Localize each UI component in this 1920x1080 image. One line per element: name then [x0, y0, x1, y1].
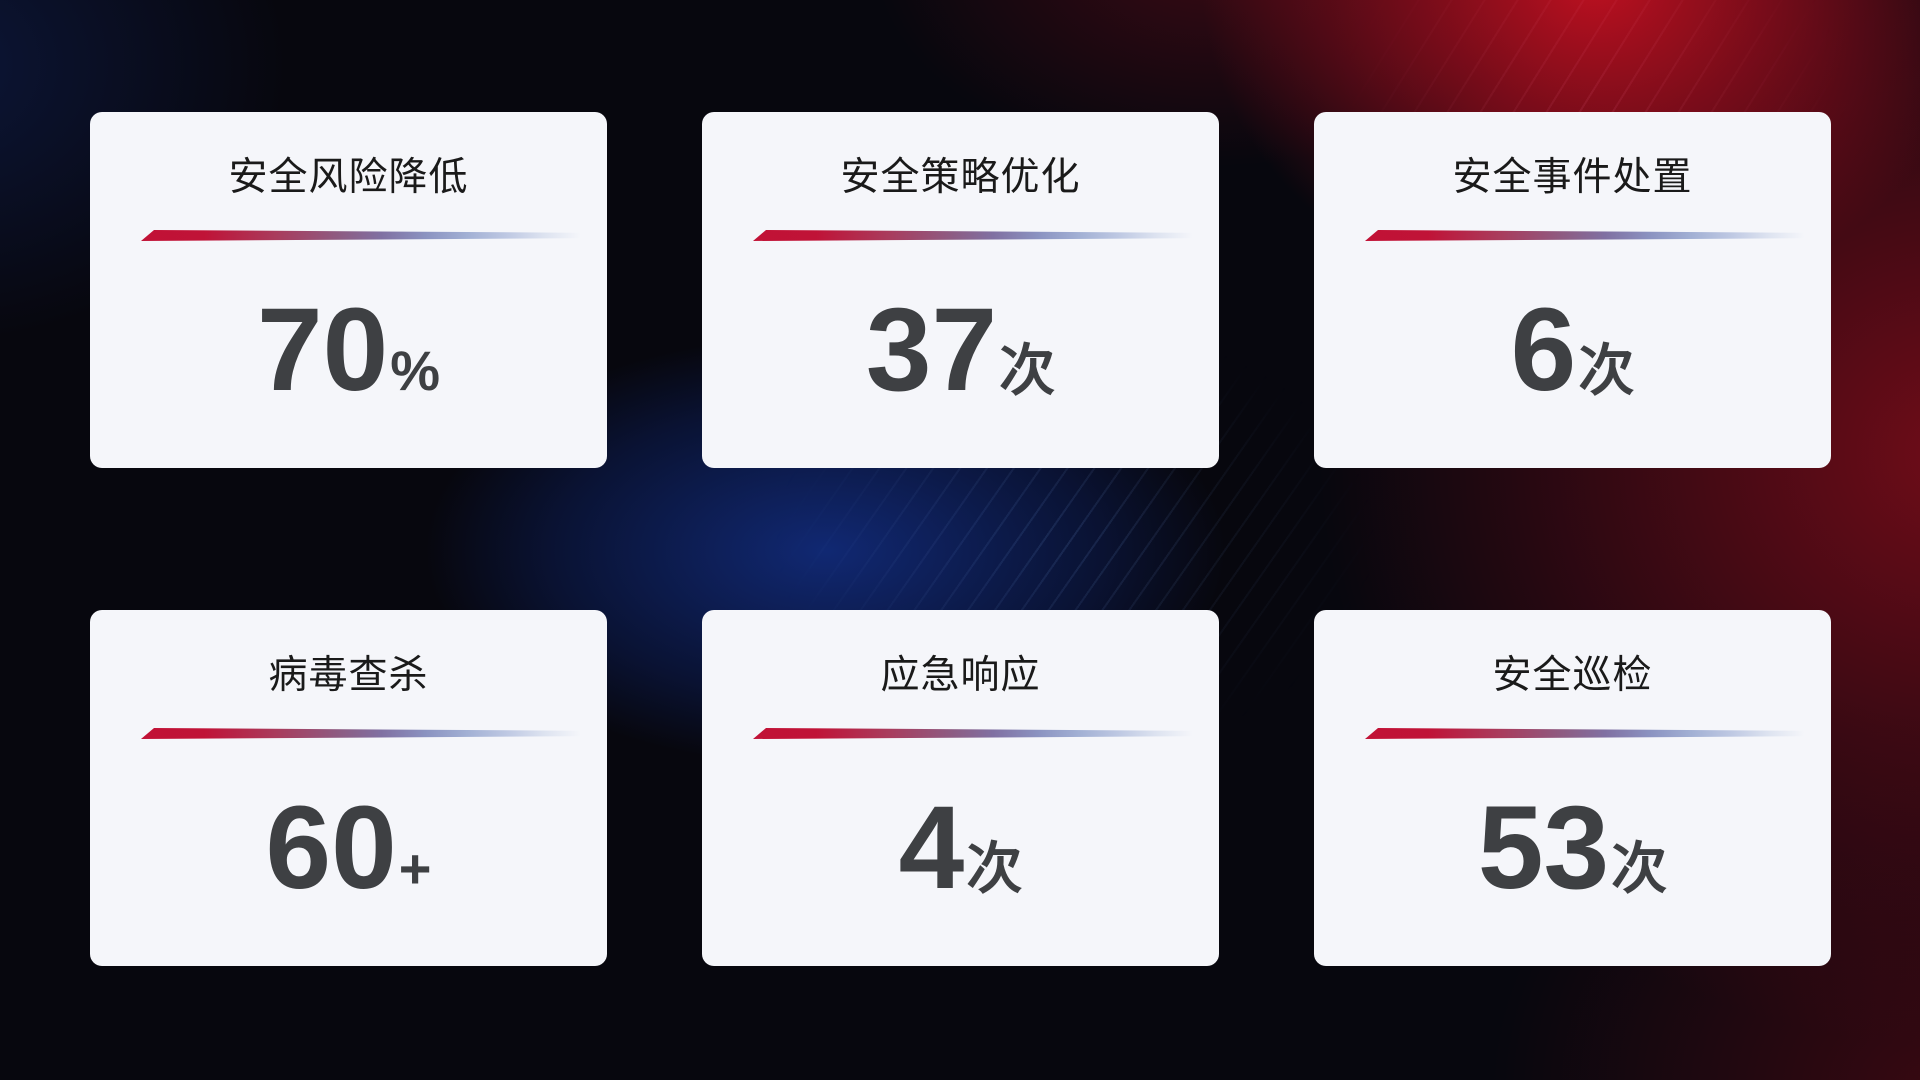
card-value-unit: 次	[966, 837, 1023, 900]
card-value-row: 70 %	[90, 291, 607, 409]
stat-card-virus-scan: 病毒查杀 60 +	[90, 610, 607, 966]
card-divider	[753, 230, 1206, 241]
card-divider	[1365, 728, 1818, 739]
stat-card-security-inspection: 安全巡检 53 次	[1314, 610, 1831, 966]
card-value-unit: %	[390, 339, 441, 402]
stat-card-risk-reduction: 安全风险降低 70 %	[90, 112, 607, 468]
card-divider	[141, 230, 594, 241]
stats-grid: 安全风险降低 70 % 安全策略优化 37 次 安全事件处置 6 次 病毒查杀 …	[90, 112, 1831, 966]
card-value-row: 6 次	[1314, 291, 1831, 409]
card-value-row: 4 次	[702, 789, 1219, 907]
card-value-row: 37 次	[702, 291, 1219, 409]
card-divider	[141, 728, 594, 739]
card-value-number: 6	[1510, 284, 1577, 416]
card-value-number: 60	[265, 782, 397, 914]
stat-card-emergency-response: 应急响应 4 次	[702, 610, 1219, 966]
card-title: 应急响应	[880, 654, 1041, 697]
card-value-number: 4	[898, 782, 965, 914]
card-title: 病毒查杀	[268, 654, 429, 697]
card-divider	[1365, 230, 1818, 241]
stat-card-incident-handling: 安全事件处置 6 次	[1314, 112, 1831, 468]
card-title: 安全巡检	[1492, 654, 1653, 697]
stat-card-policy-optimization: 安全策略优化 37 次	[702, 112, 1219, 468]
card-value-row: 60 +	[90, 789, 607, 907]
card-value-number: 70	[256, 284, 389, 416]
card-value-unit: +	[398, 837, 432, 900]
card-title: 安全事件处置	[1452, 156, 1693, 199]
card-value-row: 53 次	[1314, 789, 1831, 907]
card-value-unit: 次	[999, 339, 1056, 402]
card-value-number: 53	[1477, 782, 1610, 914]
card-title: 安全风险降低	[228, 156, 469, 199]
card-value-unit: 次	[1611, 837, 1668, 900]
card-title: 安全策略优化	[840, 156, 1081, 199]
card-divider	[753, 728, 1206, 739]
card-value-number: 37	[865, 284, 998, 416]
card-value-unit: 次	[1578, 339, 1635, 402]
